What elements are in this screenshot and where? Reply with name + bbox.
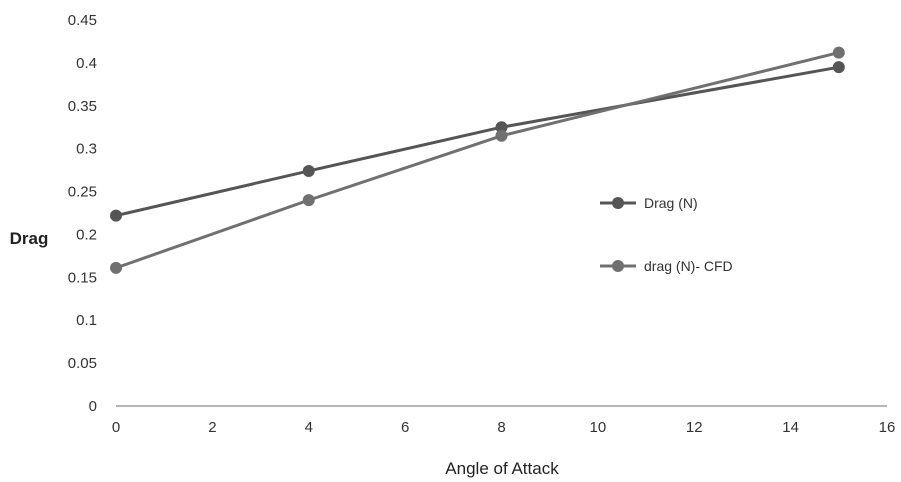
y-tick-label: 0.4 [76,55,97,72]
series-line [114,51,841,270]
data-point [495,129,508,142]
legend: Drag (N) drag (N)- CFD [600,195,733,274]
data-point [110,261,122,274]
data-point [832,61,845,74]
y-tick-label: 0.1 [76,312,97,329]
x-tick-label: 4 [305,419,313,436]
series-1 [110,61,845,222]
data-point [302,194,315,207]
y-tick-label: 0.45 [68,12,97,29]
data-point [495,121,508,134]
y-tick-label: 0.05 [68,355,97,372]
y-tick-label: 0 [89,398,97,415]
legend-label: Drag (N) [644,195,698,211]
series-2 [110,46,845,274]
series-group [110,46,845,274]
data-point [832,46,845,59]
x-tick-label: 14 [782,419,799,436]
legend-marker [612,260,624,272]
x-tick-label: 6 [401,419,409,436]
legend-marker [612,197,624,209]
y-tick-label: 0.35 [68,98,97,115]
x-tick-label: 10 [590,419,607,436]
series-line [114,65,841,218]
y-tick-label: 0.15 [68,269,97,286]
x-tick-label: 0 [112,419,120,436]
legend-label: drag (N)- CFD [644,258,733,274]
y-tick-label: 0.2 [76,226,97,243]
data-point [110,209,122,222]
y-axis-title: Drag [10,229,49,248]
legend-item-2: drag (N)- CFD [600,258,733,274]
x-tick-label: 16 [879,419,896,436]
tick-labels: 0 2 4 6 8 10 12 14 16 0 0.05 0.1 0.15 0.2 0.25 0.3 0.35 0… [68,12,896,436]
x-tick-label: 8 [497,419,505,436]
y-tick-label: 0.25 [68,184,97,201]
x-axis-title: Angle of Attack [445,459,559,478]
x-tick-label: 12 [686,419,703,436]
y-tick-label: 0.3 [76,141,97,158]
legend-item-1: Drag (N) [600,195,698,211]
data-point [302,164,315,177]
x-tick-label: 2 [208,419,216,436]
